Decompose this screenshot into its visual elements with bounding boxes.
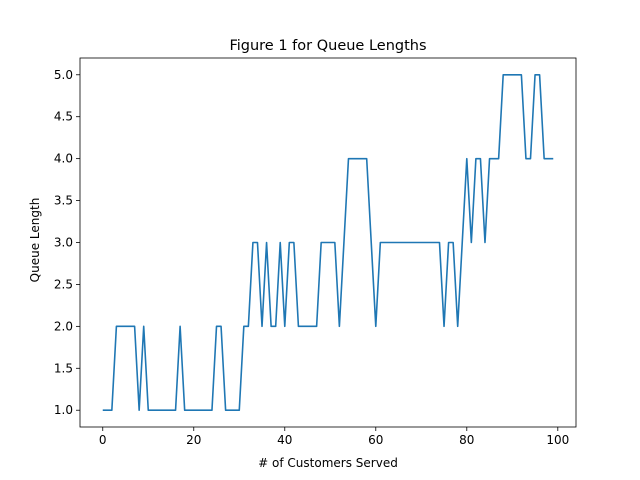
y-tick-label: 4.0 <box>54 152 73 166</box>
chart-title: Figure 1 for Queue Lengths <box>229 38 426 54</box>
x-tick-label: 40 <box>277 433 292 447</box>
y-tick-label: 5.0 <box>54 68 73 82</box>
y-tick-label: 1.5 <box>54 361 73 375</box>
y-tick-label: 1.0 <box>54 403 73 417</box>
y-tick-label: 3.5 <box>54 194 73 208</box>
x-axis-label: # of Customers Served <box>258 456 398 470</box>
y-tick-label: 2.5 <box>54 277 73 291</box>
y-tick-label: 4.5 <box>54 110 73 124</box>
x-tick-label: 100 <box>546 433 569 447</box>
x-tick-label: 0 <box>99 433 107 447</box>
y-tick-label: 2.0 <box>54 319 73 333</box>
series-line-0 <box>102 73 554 412</box>
y-axis-label: Queue Length <box>28 198 42 283</box>
x-tick-label: 60 <box>368 433 383 447</box>
x-tick-label: 80 <box>459 433 474 447</box>
plot-area: 0 20 40 60 80 100 1.0 1.5 2.0 2.5 3.0 3.5 4.0 4.5 5.0 <box>54 57 577 447</box>
y-tick-label: 3.0 <box>54 236 73 250</box>
x-tick-label: 20 <box>186 433 201 447</box>
